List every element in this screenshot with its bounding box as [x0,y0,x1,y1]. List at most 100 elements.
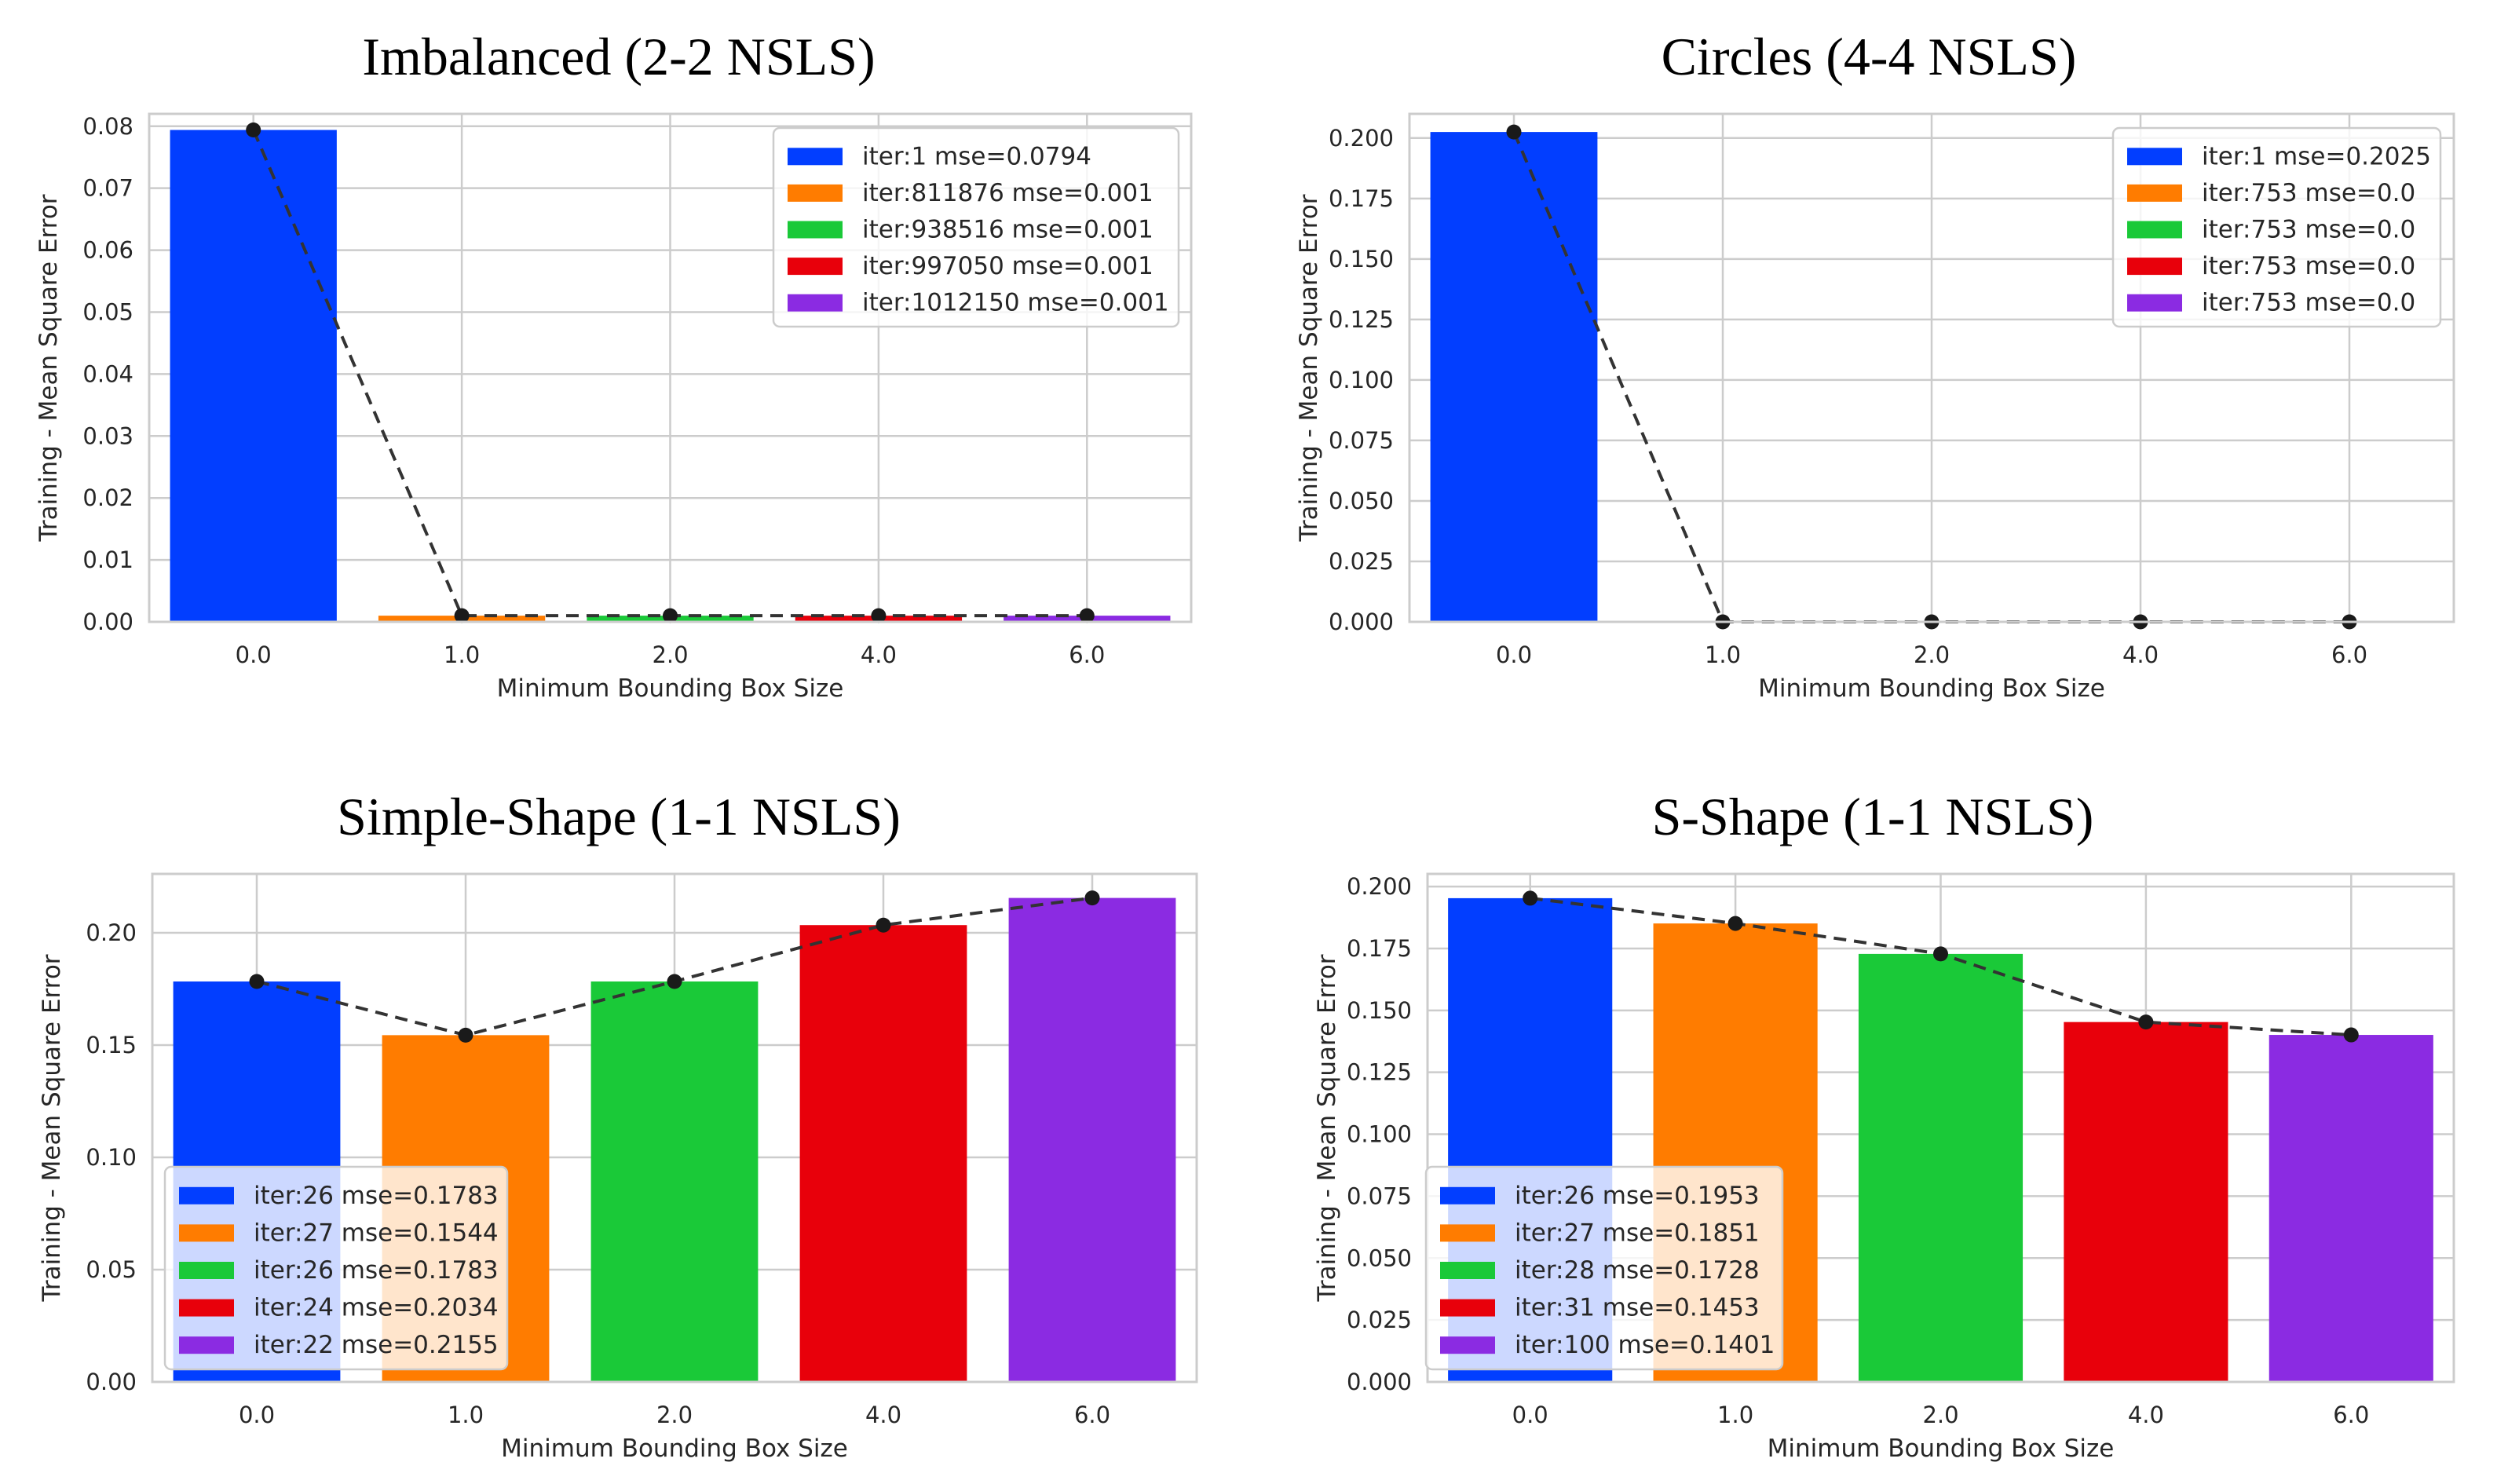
bar-0.0 [1430,132,1598,622]
legend-box [2111,126,2442,328]
chart-panel-3: 0.00 0.05 0.10 0.15 0.20 0.0 1.0 2.0 4.0 6.0 Minim… [38,787,1198,1463]
y-tick-label: 0.00 [86,1369,137,1395]
x-tick-label: 4.0 [2122,641,2159,668]
y-tick-label: 0.100 [1329,367,1394,393]
legend-swatch [2127,184,2182,202]
bar-2.0 [1858,953,2024,1382]
legend-label: iter:27 mse=0.1851 [1515,1219,1760,1247]
legend-box [772,126,1180,328]
y-tick-label: 0.07 [82,175,133,202]
plot-frame [1408,112,2455,623]
y-tick-label: 0.20 [86,919,137,946]
x-tick-label: 4.0 [861,641,897,668]
plot-frame [1426,872,2455,1383]
line-point-6.0 [1084,890,1100,906]
x-tick-label: 1.0 [444,641,480,668]
legend-swatch [788,294,843,312]
line-point-2.0 [1933,946,1948,962]
x-tick-label: 2.0 [1922,1402,1958,1428]
y-tick-label: 0.050 [1329,488,1394,514]
legend-swatch [1440,1299,1495,1317]
line-point-6.0 [1079,608,1095,623]
legend-label: iter:938516 mse=0.001 [862,216,1153,244]
bar-0.0 [170,130,337,622]
y-tick-label: 0.025 [1347,1307,1412,1333]
legend-swatch [788,184,843,202]
x-tick-label: 2.0 [1914,641,1950,668]
line-point-1.0 [454,608,470,623]
y-tick-label: 0.000 [1347,1369,1412,1395]
legend-swatch [788,258,843,276]
legend-swatch [179,1224,234,1242]
legend-label: iter:27 mse=0.1544 [254,1219,499,1247]
x-tick-label: 0.0 [1512,1402,1548,1428]
line-point-0.0 [1506,124,1522,140]
y-tick-label: 0.125 [1329,306,1394,333]
chart-title: Simple-Shape (1-1 NSLS) [337,787,901,846]
chart-panel-1: 0.00 0.01 0.02 0.03 0.04 0.05 0.06 0.07 0.08 0.0 1… [35,27,1193,703]
x-tick-label: 1.0 [1705,641,1741,668]
x-tick-label: 1.0 [448,1402,484,1428]
legend-box [1424,1165,1784,1371]
y-tick-label: 0.08 [82,113,133,140]
line-point-2.0 [663,608,678,623]
line-point-4.0 [2138,1014,2154,1030]
line-point-2.0 [667,974,682,989]
legend-swatch [2127,221,2182,239]
y-tick-label: 0.050 [1347,1245,1412,1271]
legend-label: iter:100 mse=0.1401 [1515,1331,1775,1359]
y-tick-label: 0.06 [82,237,133,264]
x-tick-label: 4.0 [2128,1402,2164,1428]
legend-swatch [788,148,843,166]
line-point-0.0 [249,974,265,989]
legend-label: iter:26 mse=0.1783 [254,1256,499,1285]
y-axis-label: Training - Mean Square Error [1313,954,1341,1302]
bar-6.0 [1008,897,1176,1382]
legend-label: iter:1 mse=0.0794 [862,142,1091,170]
legend-label: iter:22 mse=0.2155 [254,1331,499,1359]
legend-swatch [1440,1186,1495,1204]
x-tick-label: 4.0 [865,1402,901,1428]
y-tick-label: 0.05 [86,1256,137,1283]
bar-6.0 [2269,1035,2433,1382]
y-tick-label: 0.175 [1347,935,1412,962]
line-point-6.0 [2343,1027,2359,1043]
legend-swatch [179,1186,234,1204]
bar-2.0 [590,981,759,1382]
x-tick-label: 6.0 [1069,641,1105,668]
legend-swatch [1440,1336,1495,1354]
y-tick-label: 0.075 [1329,427,1394,454]
legend: iter:26 mse=0.1783 iter:27 mse=0.1544 iter… [163,1165,509,1371]
y-tick-label: 0.05 [82,298,133,325]
legend-label: iter:753 mse=0.0 [2202,216,2415,244]
legend-swatch [2127,294,2182,312]
plot-frame [148,112,1193,623]
chart-title: Circles (4-4 NSLS) [1662,27,2077,86]
y-tick-label: 0.100 [1347,1121,1412,1148]
x-axis-label: Minimum Bounding Box Size [1768,1435,2115,1463]
bar-4.0 [2064,1022,2228,1382]
y-tick-label: 0.15 [86,1032,137,1058]
line-point-0.0 [246,122,261,138]
x-tick-label: 6.0 [2333,1402,2369,1428]
legend: iter:1 mse=0.2025 iter:753 mse=0.0 iter:75… [2111,126,2442,328]
x-tick-label: 1.0 [1717,1402,1753,1428]
legend-swatch [2127,258,2182,276]
y-tick-label: 0.00 [82,609,133,635]
y-tick-label: 0.200 [1329,125,1394,152]
y-tick-label: 0.02 [82,484,133,511]
line-point-4.0 [876,917,891,933]
legend-label: iter:26 mse=0.1783 [254,1182,499,1210]
legend-label: iter:753 mse=0.0 [2202,252,2415,280]
line-point-4.0 [871,608,887,623]
chart-panel-4: 0.000 0.025 0.050 0.075 0.100 0.125 0.150 0.175… [1313,787,2455,1463]
legend-label: iter:26 mse=0.1953 [1515,1182,1760,1210]
y-tick-label: 0.01 [82,546,133,573]
x-axis-label: Minimum Bounding Box Size [1758,674,2105,703]
chart-title: S-Shape (1-1 NSLS) [1652,787,2094,846]
y-tick-label: 0.03 [82,422,133,449]
legend-swatch [1440,1262,1495,1279]
legend-swatch [179,1336,234,1354]
legend-swatch [2127,148,2182,166]
legend: iter:1 mse=0.0794 iter:811876 mse=0.001 it… [772,126,1180,328]
